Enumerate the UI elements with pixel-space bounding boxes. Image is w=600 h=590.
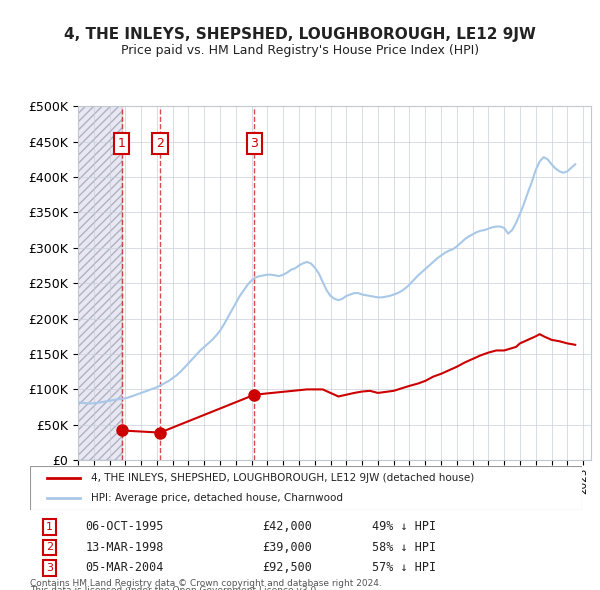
- Text: 49% ↓ HPI: 49% ↓ HPI: [372, 520, 436, 533]
- Text: 58% ↓ HPI: 58% ↓ HPI: [372, 541, 436, 554]
- Text: 2: 2: [156, 137, 164, 150]
- Text: £39,000: £39,000: [262, 541, 312, 554]
- Text: Contains HM Land Registry data © Crown copyright and database right 2024.: Contains HM Land Registry data © Crown c…: [30, 579, 382, 588]
- Text: HPI: Average price, detached house, Charnwood: HPI: Average price, detached house, Char…: [91, 493, 343, 503]
- Text: £92,500: £92,500: [262, 561, 312, 574]
- Text: 3: 3: [251, 137, 259, 150]
- Text: 3: 3: [46, 563, 53, 573]
- Text: £42,000: £42,000: [262, 520, 312, 533]
- Text: 05-MAR-2004: 05-MAR-2004: [85, 561, 164, 574]
- Text: 1: 1: [46, 522, 53, 532]
- Text: 4, THE INLEYS, SHEPSHED, LOUGHBOROUGH, LE12 9JW: 4, THE INLEYS, SHEPSHED, LOUGHBOROUGH, L…: [64, 27, 536, 41]
- Bar: [78, 106, 122, 460]
- Text: This data is licensed under the Open Government Licence v3.0.: This data is licensed under the Open Gov…: [30, 586, 319, 590]
- Text: Price paid vs. HM Land Registry's House Price Index (HPI): Price paid vs. HM Land Registry's House …: [121, 44, 479, 57]
- Text: 4, THE INLEYS, SHEPSHED, LOUGHBOROUGH, LE12 9JW (detached house): 4, THE INLEYS, SHEPSHED, LOUGHBOROUGH, L…: [91, 474, 474, 483]
- Text: 13-MAR-1998: 13-MAR-1998: [85, 541, 164, 554]
- Text: 57% ↓ HPI: 57% ↓ HPI: [372, 561, 436, 574]
- Text: 06-OCT-1995: 06-OCT-1995: [85, 520, 164, 533]
- FancyBboxPatch shape: [30, 466, 582, 510]
- Text: 1: 1: [118, 137, 125, 150]
- Text: 2: 2: [46, 542, 53, 552]
